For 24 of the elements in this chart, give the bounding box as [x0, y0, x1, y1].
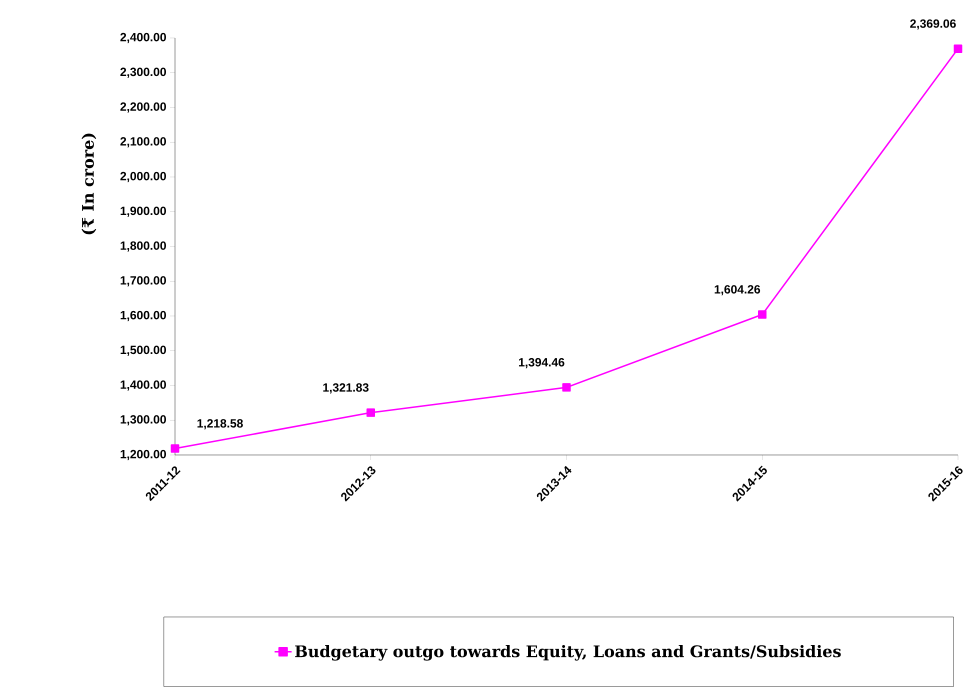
point [758, 310, 767, 319]
point [562, 383, 571, 392]
data-label: 2,369.06 [910, 19, 956, 30]
y-tick-label: 1,700.00 [120, 276, 166, 286]
y-tick-label: 1,900.00 [120, 206, 166, 217]
y-tick-label: 1,600.00 [120, 310, 166, 322]
y-axis-title: (₹ In crore) [82, 134, 96, 234]
point [366, 408, 376, 417]
y-tick-label: 1,200.00 [120, 450, 166, 460]
y-tick-label: 1,800.00 [120, 241, 166, 252]
y-tick-label: 2,100.00 [120, 137, 166, 148]
y-tick-label: 1,500.00 [120, 346, 166, 356]
data-label: 1,604.26 [714, 285, 760, 296]
data-label: 1,321.83 [323, 383, 369, 394]
y-tick-label: 2,000.00 [120, 172, 166, 182]
point [170, 444, 180, 453]
y-tick-label: 1,300.00 [120, 415, 166, 426]
legend-label: Budgetary outgo towards Equity, Loans and Grants/Subsidies [295, 644, 841, 661]
y-tick-label: 2,300.00 [120, 68, 166, 78]
data-label: 1,218.58 [197, 419, 243, 430]
y-tick-label: 2,200.00 [120, 102, 166, 113]
data-label: 1,394.46 [518, 358, 564, 368]
y-tick-label: 2,400.00 [120, 32, 166, 44]
y-tick-label: 1,400.00 [120, 380, 166, 391]
